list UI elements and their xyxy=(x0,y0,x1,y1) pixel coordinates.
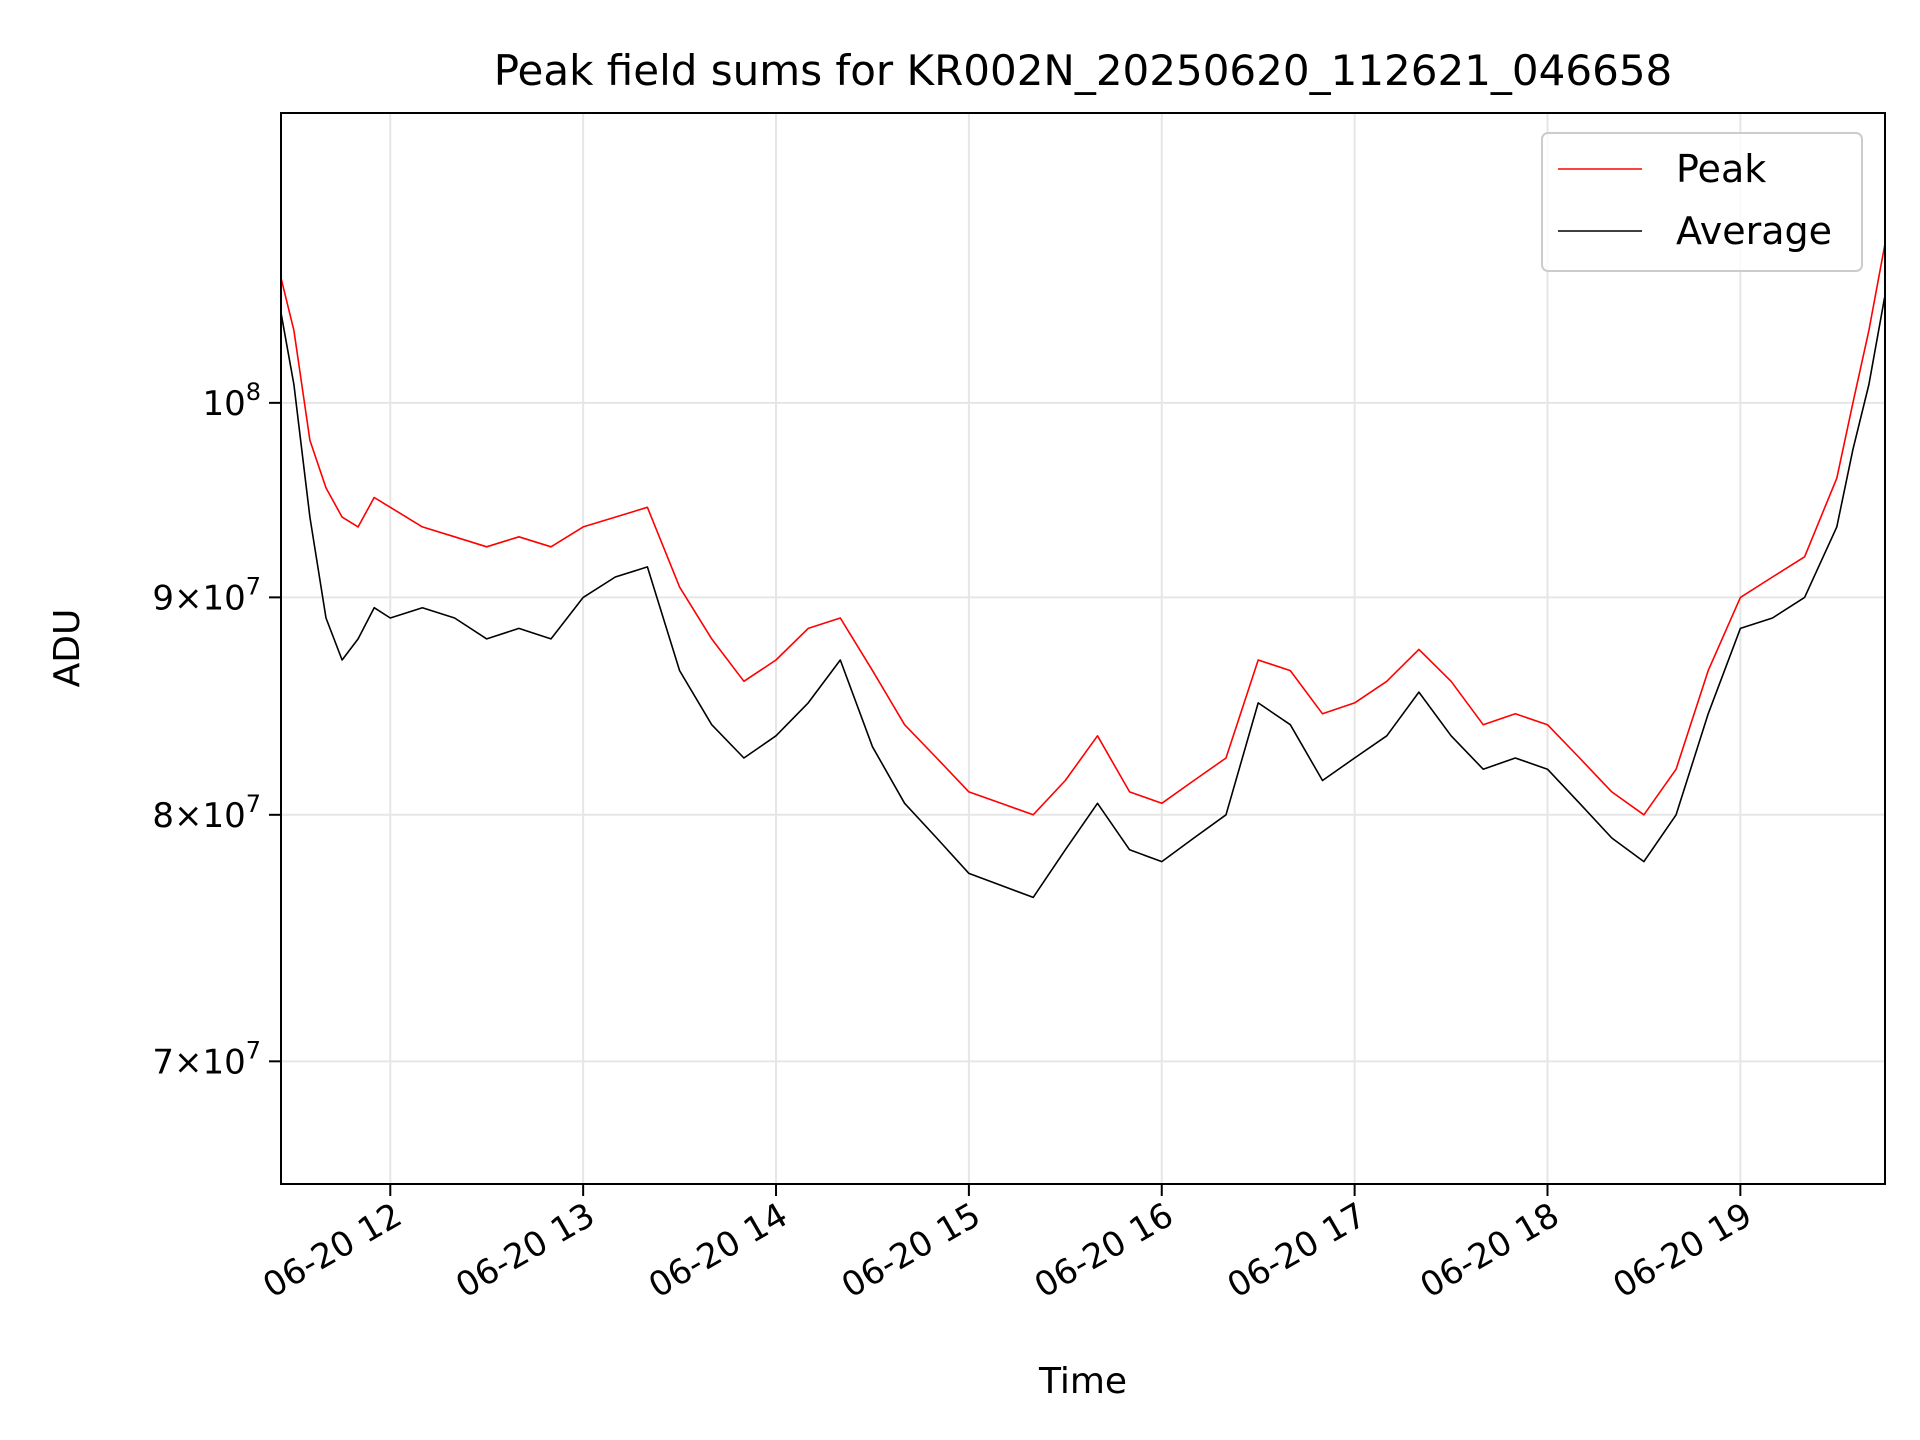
chart-title: Peak field sums for KR002N_20250620_1126… xyxy=(494,46,1673,95)
y-tick-base: 8×10 xyxy=(152,796,245,836)
y-tick-base: 7×10 xyxy=(152,1042,245,1082)
series-line-peak xyxy=(281,243,1885,816)
y-tick-exponent: 8 xyxy=(246,378,261,406)
y-tick-base: 9×10 xyxy=(152,578,245,618)
y-tick-label: 8×107 xyxy=(152,790,261,836)
plot-series xyxy=(281,243,1885,899)
legend-box xyxy=(1541,132,1863,272)
legend-label-average: Average xyxy=(1676,209,1832,253)
y-tick-exponent: 7 xyxy=(246,790,261,818)
y-tick-label: 7×107 xyxy=(152,1036,261,1082)
y-tick-label: 108 xyxy=(202,378,261,424)
y-tick-exponent: 7 xyxy=(246,1036,261,1064)
y-tick-label: 9×107 xyxy=(152,572,261,618)
legend: Peak Average xyxy=(1541,132,1863,272)
grid xyxy=(281,113,1885,1184)
y-axis-label: ADU xyxy=(47,609,88,688)
y-tick-exponent: 7 xyxy=(246,572,261,600)
plot-frame xyxy=(280,112,1886,1185)
legend-label-peak: Peak xyxy=(1676,147,1766,191)
x-axis-label: Time xyxy=(1038,1361,1127,1402)
series-line-average xyxy=(281,295,1885,899)
y-tick-base: 10 xyxy=(202,384,245,424)
